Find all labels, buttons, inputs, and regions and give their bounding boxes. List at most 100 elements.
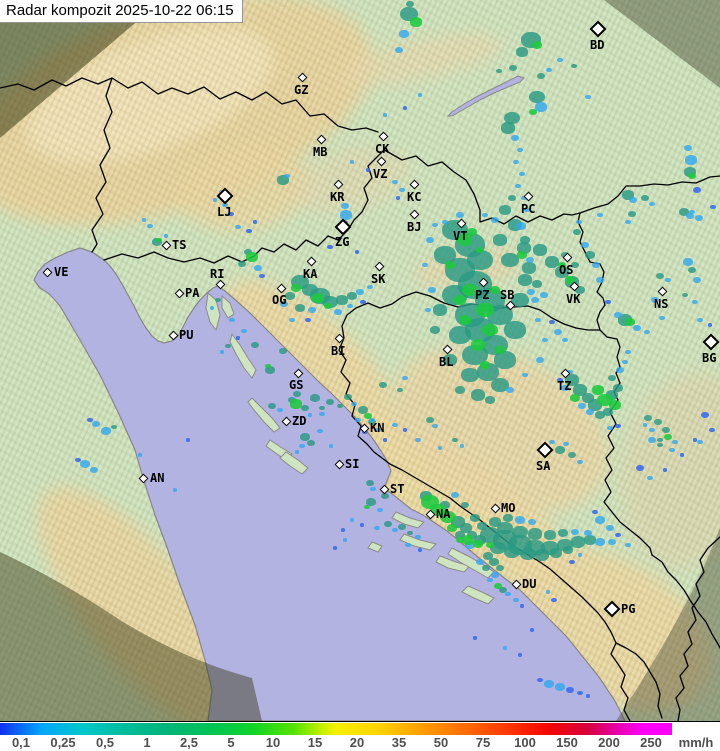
city-marker-PA [174, 288, 184, 298]
precip-cell [551, 597, 557, 603]
precip-cell [358, 406, 368, 414]
precip-cell [680, 453, 684, 457]
precip-cell [606, 390, 618, 400]
city-label-DU: DU [522, 577, 537, 591]
precip-cell [573, 384, 587, 396]
legend-tick-8: 20 [349, 735, 365, 750]
precip-cell [87, 417, 93, 423]
precip-cell [259, 273, 265, 279]
precip-cell [656, 272, 664, 280]
precip-cell [229, 317, 235, 323]
city-marker-SI [334, 459, 344, 469]
city-label-AN: AN [150, 471, 165, 485]
precip-cell [173, 488, 177, 492]
precipitation-layer [75, 0, 716, 698]
precip-cell [643, 423, 647, 427]
precip-cell [570, 394, 580, 402]
precip-cell [238, 260, 246, 268]
precip-cell [392, 422, 398, 428]
precip-cell [595, 538, 605, 546]
precip-cell [701, 411, 709, 419]
precip-cell [347, 303, 353, 309]
precip-cell [625, 542, 631, 548]
precip-cell [369, 417, 375, 423]
city-label-ZD: ZD [292, 414, 307, 428]
precip-cell [526, 256, 534, 264]
precip-cell [449, 326, 471, 344]
precip-cell [686, 212, 694, 220]
precip-cell [571, 261, 579, 269]
precip-cell [383, 438, 387, 442]
precip-cell [350, 518, 354, 522]
precip-cell [418, 93, 422, 97]
precip-cell [657, 437, 663, 443]
city-marker-LJ [216, 187, 234, 205]
precip-cell [517, 147, 523, 153]
city-marker-BJ [409, 209, 419, 219]
legend-tick-4: 2,5 [179, 735, 199, 750]
precip-cell [592, 261, 600, 269]
precip-cell [586, 694, 590, 698]
city-label-GS: GS [289, 378, 304, 392]
precip-cell [228, 211, 234, 217]
city-marker-BG [702, 333, 720, 351]
precip-cell [415, 534, 421, 540]
precip-cell [542, 337, 548, 343]
precip-cell [605, 299, 611, 305]
precip-cell [90, 466, 98, 474]
precip-cell [578, 553, 582, 557]
city-marker-TZ [560, 368, 570, 378]
precip-cell [366, 168, 370, 172]
precip-cell [521, 195, 527, 201]
precip-cell [374, 525, 380, 531]
precip-cell [397, 387, 403, 393]
precip-cell [689, 209, 695, 215]
precip-cell [563, 546, 573, 554]
precip-cell [520, 236, 530, 244]
precip-cell [683, 258, 693, 266]
precip-cell [403, 428, 407, 432]
precip-cell [568, 451, 576, 459]
precip-cell [531, 296, 539, 304]
precip-cell [341, 528, 345, 532]
precip-cell [142, 218, 146, 222]
precip-cell [697, 317, 703, 323]
precip-cell [456, 211, 464, 219]
precip-cell [535, 317, 541, 323]
legend-tick-labels: 0,1 0,25 0,5 1 2,5 5 10 15 20 35 50 75 100 150 200 250 [0, 735, 672, 751]
city-marker-TS [161, 240, 171, 250]
precip-cell [518, 653, 522, 657]
city-label-PZ: PZ [475, 288, 490, 302]
precip-cell [299, 443, 305, 449]
city-label-KN: KN [370, 421, 385, 435]
precip-cell [571, 536, 585, 548]
city-marker-NS [657, 286, 667, 296]
precip-cell [616, 366, 624, 374]
precip-cell [265, 366, 275, 374]
city-marker-KC [409, 179, 419, 189]
precip-cell [494, 351, 516, 369]
legend-tick-6: 10 [265, 735, 281, 750]
city-marker-ZD [281, 416, 291, 426]
city-marker-SK [374, 261, 384, 271]
precip-cell [310, 394, 320, 402]
precip-cell [284, 173, 290, 179]
precip-cell [138, 453, 142, 457]
precip-cell [486, 541, 494, 549]
precip-cell [663, 468, 667, 472]
precip-cell [549, 319, 555, 325]
city-label-CK: CK [375, 142, 390, 156]
precip-cell [476, 558, 484, 566]
precip-cell [422, 262, 428, 268]
precip-cell [474, 535, 486, 545]
adriatic-sea [33, 247, 626, 721]
precip-cell [679, 208, 689, 216]
precip-cell [164, 234, 168, 238]
precip-cell [509, 64, 517, 72]
precip-cell [428, 286, 436, 294]
precip-cell [608, 374, 616, 382]
precip-cell [490, 541, 506, 555]
precip-cell [381, 492, 389, 500]
precip-cell [577, 690, 583, 696]
city-marker-BL [442, 344, 452, 354]
